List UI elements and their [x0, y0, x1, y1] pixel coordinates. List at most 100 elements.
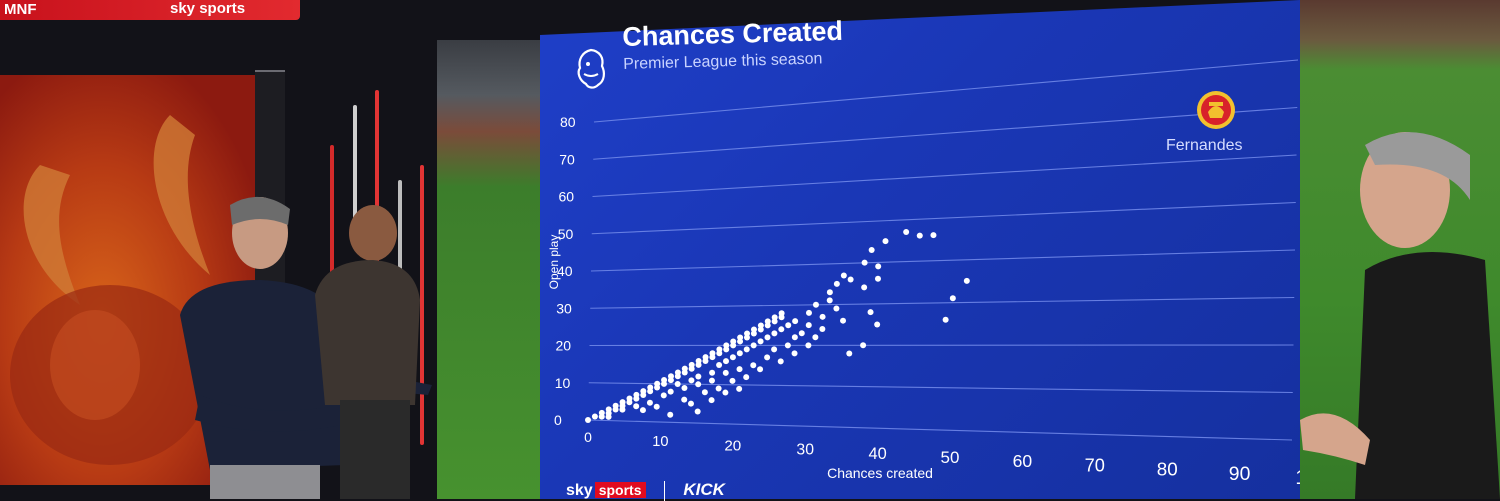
data-point [826, 297, 833, 304]
data-point [791, 350, 798, 357]
x-tick-label: 100 [1295, 467, 1300, 489]
data-point [695, 357, 702, 364]
data-point [729, 354, 736, 361]
bull-horns-art [10, 115, 210, 465]
data-point [661, 376, 668, 383]
data-point [792, 318, 799, 325]
data-point [930, 232, 937, 239]
data-point [840, 272, 847, 279]
data-point [667, 388, 674, 395]
data-point [757, 338, 764, 345]
x-tick-label: 20 [724, 437, 741, 454]
data-point [771, 314, 778, 321]
x-tick-label: 70 [1085, 455, 1105, 475]
data-point [660, 392, 667, 399]
data-point [709, 350, 716, 357]
data-point [764, 318, 771, 325]
data-point [708, 397, 715, 404]
data-point [667, 373, 674, 380]
data-point [826, 289, 833, 296]
scatter-chart: 0 10 20 30 40 50 60 70 80 0 10 20 30 40 50 60 70 80 90 100 C… [547, 59, 1300, 489]
data-point [778, 326, 785, 333]
data-point [723, 342, 730, 349]
data-point [667, 411, 674, 418]
gridline-y [593, 59, 1299, 123]
data-point [949, 295, 956, 302]
data-point [777, 358, 784, 365]
data-point [619, 399, 626, 406]
data-point [963, 277, 970, 284]
data-point [736, 350, 743, 357]
data-point [674, 369, 681, 376]
partner-logo: KICK [683, 480, 725, 499]
gridline-y [587, 419, 1293, 441]
data-point [812, 301, 819, 308]
y-tick-label: 80 [560, 114, 576, 130]
data-point [619, 406, 626, 413]
data-point [736, 366, 743, 373]
data-point [867, 309, 874, 316]
y-axis-label: Open play [547, 235, 561, 290]
data-point [833, 305, 840, 312]
data-point [785, 322, 792, 329]
data-point [874, 321, 881, 328]
x-tick-label: 50 [941, 448, 960, 467]
data-point [653, 403, 660, 410]
gridline-y [590, 296, 1295, 309]
data-point [868, 246, 875, 253]
bull-artwork-panel [0, 75, 258, 485]
y-tick-label: 0 [554, 412, 562, 428]
data-point [585, 417, 591, 423]
data-point [605, 406, 612, 413]
y-tick-label: 20 [556, 338, 572, 354]
data-point [736, 385, 743, 392]
data-point [743, 374, 750, 381]
data-point [647, 384, 654, 391]
gridline-y [588, 382, 1293, 394]
data-point [874, 275, 881, 282]
sky-logo: sky [566, 482, 593, 499]
x-tick-label: 40 [868, 445, 886, 463]
data-point [882, 238, 889, 245]
y-tick-label: 30 [556, 300, 572, 316]
data-point [764, 334, 771, 341]
data-point [654, 380, 661, 387]
channel-tag: MNF [4, 1, 37, 18]
data-point [674, 381, 681, 388]
data-point [716, 362, 723, 369]
data-point [598, 409, 605, 416]
data-point [819, 313, 826, 320]
presenter-right [1300, 132, 1500, 499]
data-point [743, 346, 750, 353]
gridline-y [590, 249, 1296, 272]
data-point [860, 342, 867, 349]
data-point [688, 377, 695, 384]
data-point [729, 377, 736, 384]
data-point [694, 408, 701, 415]
presenter-middle [315, 205, 420, 499]
gridline-y [592, 154, 1297, 198]
data-point [805, 322, 812, 329]
data-point [640, 388, 647, 395]
data-point [723, 358, 729, 365]
chart-title: Chances Created [622, 15, 844, 52]
data-point [805, 309, 812, 316]
premier-league-lion-icon [577, 48, 605, 89]
data-point [722, 369, 729, 376]
gridline-y [593, 106, 1298, 160]
x-tick-label: 90 [1229, 463, 1251, 485]
data-point [812, 334, 819, 341]
x-tick-label: 60 [1013, 451, 1033, 471]
data-point [833, 280, 840, 287]
data-point [688, 361, 695, 368]
data-point [764, 354, 771, 361]
data-point [861, 259, 868, 266]
data-point [840, 317, 847, 324]
data-point [687, 400, 694, 407]
data-point [709, 369, 716, 376]
data-point [701, 389, 708, 396]
data-point [805, 342, 812, 349]
y-tick-label: 10 [555, 375, 571, 391]
data-point [681, 396, 688, 403]
